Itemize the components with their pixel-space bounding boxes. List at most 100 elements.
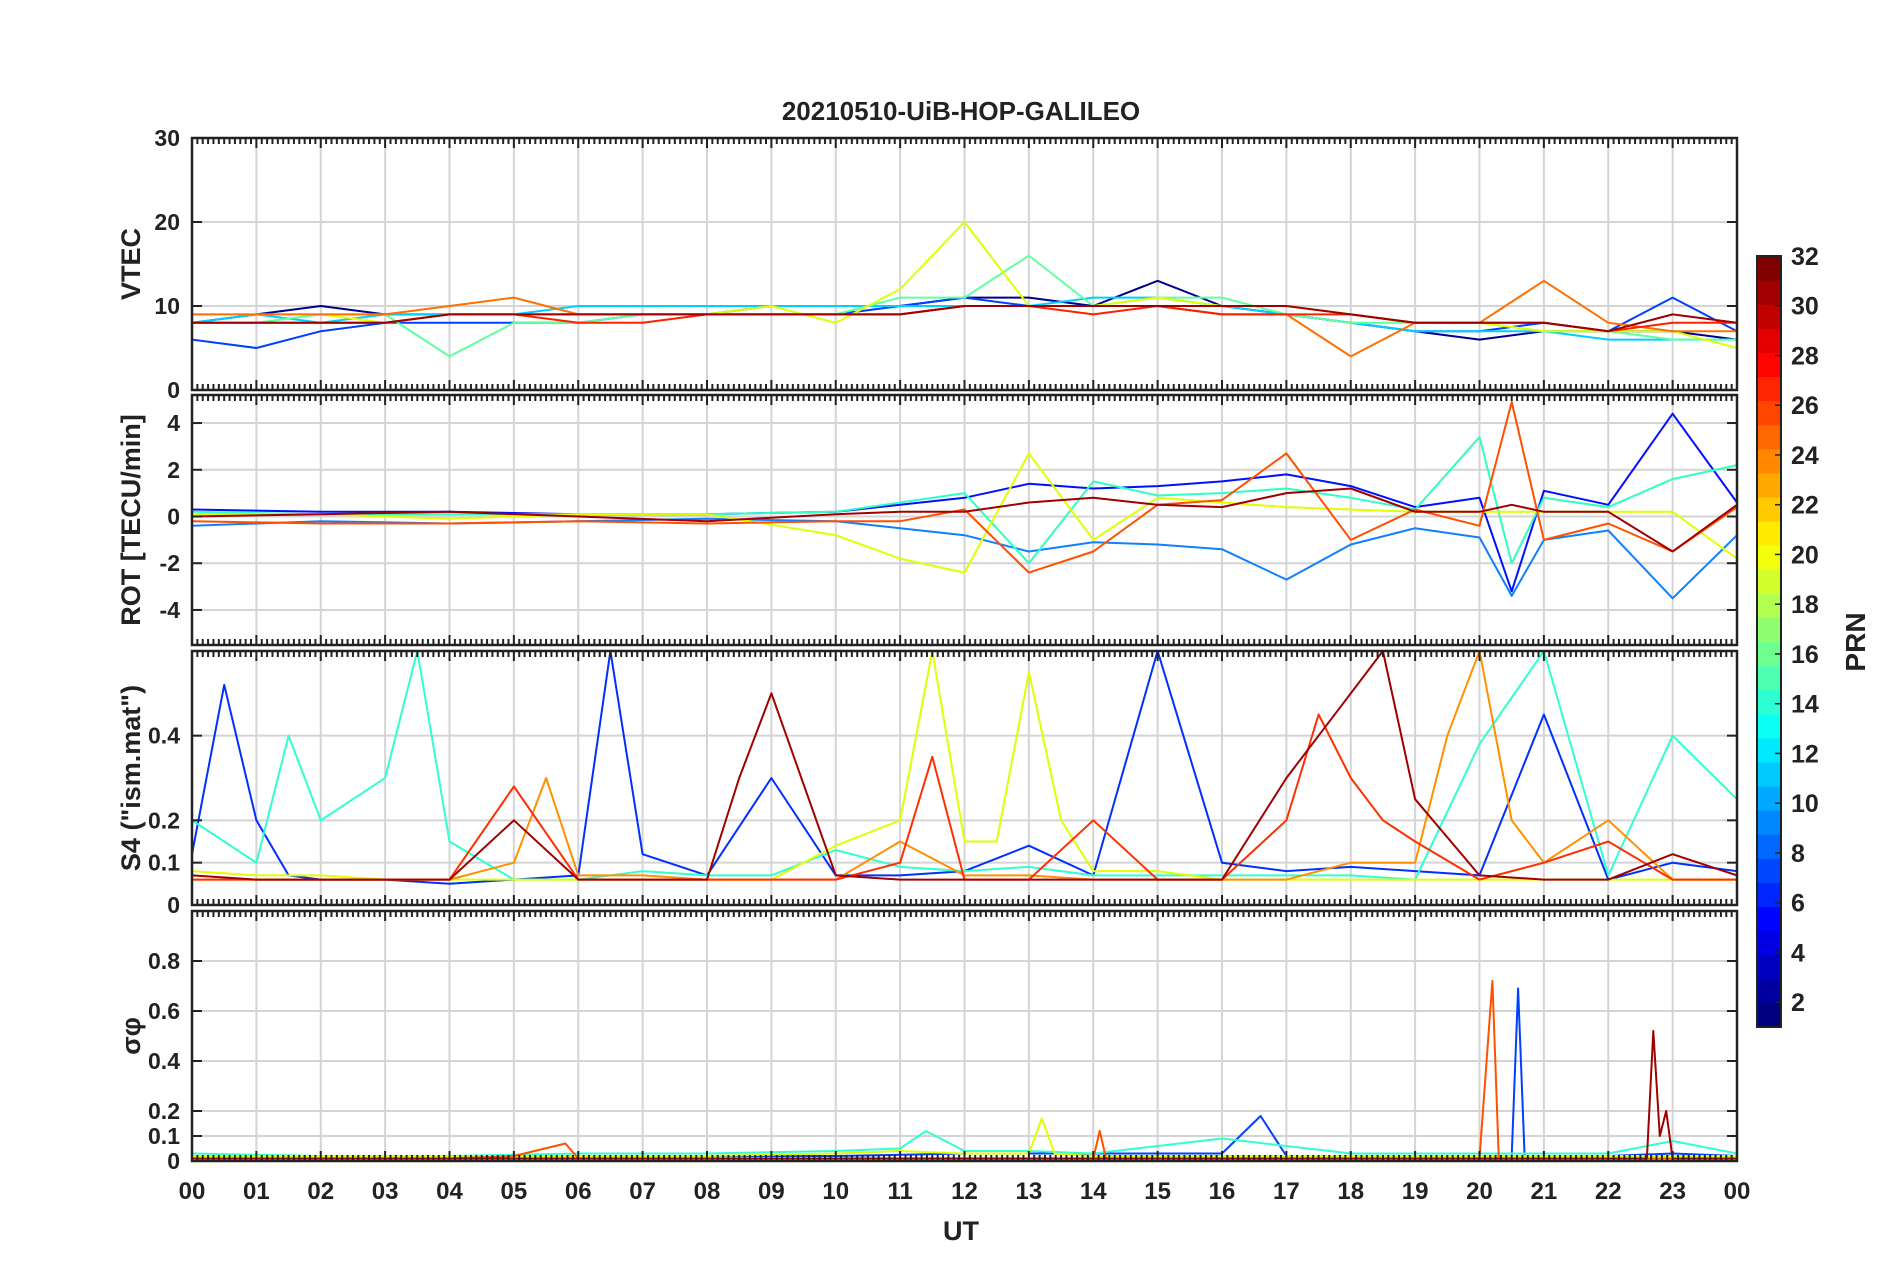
x-tick-label: 00 [1724, 1178, 1751, 1205]
colorbar-swatch [1757, 545, 1781, 570]
subplot-2: -4 -2 0 2 4 ROT [TECU/min] [116, 393, 1739, 647]
y-tick-label: -2 [160, 550, 180, 576]
colorbar-swatch [1757, 424, 1781, 450]
x-tick-label: 17 [1273, 1178, 1300, 1205]
colorbar-swatch [1757, 496, 1781, 522]
colorbar-tick-label: 30 [1791, 293, 1819, 321]
x-tick-label: 16 [1209, 1178, 1236, 1205]
colorbar-swatch [1757, 376, 1781, 402]
colorbar-tick-label: 10 [1791, 790, 1819, 818]
colorbar-swatch [1757, 834, 1781, 859]
x-tick-label: 07 [629, 1178, 656, 1205]
colorbar-swatch [1757, 304, 1781, 329]
series-line-prn-22 [192, 651, 1737, 881]
colorbar-swatch [1757, 930, 1781, 956]
colorbar-swatch [1757, 665, 1781, 691]
colorbar-tick-label: 8 [1791, 840, 1805, 868]
x-tick-label: 12 [951, 1178, 978, 1205]
y-tick-label: 0.1 [148, 1123, 180, 1149]
axes-box [190, 136, 1739, 392]
colorbar-swatch [1757, 954, 1781, 980]
colorbar-swatch [1757, 328, 1781, 353]
y-tick-label: -4 [160, 597, 181, 623]
colorbar-swatch [1757, 713, 1781, 739]
colorbar-swatch [1757, 810, 1781, 835]
y-axis-label: S4 ("ism.mat") [116, 685, 146, 871]
x-tick-label: 13 [1016, 1178, 1043, 1205]
colorbar-tick-label: 6 [1791, 890, 1805, 918]
x-tick-label: 15 [1144, 1178, 1171, 1205]
x-tick-label: 18 [1337, 1178, 1364, 1205]
x-tick-label: 01 [243, 1178, 270, 1205]
y-tick-label: 0.4 [148, 1048, 180, 1074]
colorbar-swatch [1757, 737, 1781, 763]
series-line-prn-31 [192, 487, 1737, 553]
colorbar-swatch [1757, 761, 1781, 787]
y-tick-label: 0 [167, 503, 180, 529]
y-tick-label: 10 [154, 293, 180, 319]
subplot-3: 0 0.1 0.2 0.4S4 ("ism.mat") [116, 649, 1739, 918]
colorbar-swatch [1757, 472, 1781, 498]
x-tick-label: 19 [1402, 1178, 1429, 1205]
x-tick-label: 14 [1080, 1178, 1107, 1205]
colorbar-swatch [1757, 280, 1781, 305]
x-tick-label: 10 [822, 1178, 849, 1205]
grid-lines [192, 395, 1737, 645]
colorbar-tick-label: 4 [1791, 939, 1805, 967]
x-tick-label: 00 [179, 1178, 206, 1205]
y-tick-label: 0.6 [148, 998, 180, 1024]
colorbar-tick-label: 32 [1791, 243, 1819, 271]
subplot-4: 00.10.2 0.4 0.6 0.8 σφ [116, 909, 1739, 1174]
y-tick-label: 0.1 [148, 850, 180, 876]
colorbar-frame [1756, 255, 1782, 1028]
colorbar-swatch [1757, 617, 1781, 643]
colorbar-swatch [1757, 1002, 1781, 1028]
colorbar-swatch [1757, 569, 1781, 594]
y-axis-label: VTEC [116, 228, 146, 300]
colorbar-swatch [1757, 256, 1781, 281]
series-line-prn-25 [192, 980, 1737, 1160]
x-tick-label: 04 [436, 1178, 463, 1205]
colorbar-swatch [1757, 593, 1781, 618]
colorbar-label: PRN [1840, 612, 1871, 671]
colorbar-tick-label: 20 [1791, 541, 1819, 569]
colorbar-swatch [1757, 521, 1781, 546]
x-tick-label: 21 [1531, 1178, 1558, 1205]
colorbar-tick-label: 28 [1791, 342, 1819, 370]
x-tick-label: 20 [1466, 1178, 1493, 1205]
colorbar-tick-label: 18 [1791, 591, 1819, 619]
x-tick-label: 08 [694, 1178, 721, 1205]
series-group [192, 651, 1737, 885]
colorbar-swatch [1757, 858, 1781, 884]
series-group [192, 401, 1737, 600]
series-line-prn-9 [192, 517, 1737, 600]
colorbar-swatch [1757, 689, 1781, 715]
y-tick-label: 20 [154, 209, 180, 235]
grid-lines [192, 911, 1737, 1162]
x-tick-label: 22 [1595, 1178, 1622, 1205]
colorbar-tick-label: 22 [1791, 492, 1819, 520]
colorbar-swatch [1757, 978, 1781, 1004]
axes-box [190, 909, 1739, 1163]
axes-box [190, 649, 1739, 907]
y-tick-label: 30 [154, 125, 180, 151]
x-tick-label: 03 [372, 1178, 399, 1205]
y-tick-label: 0.8 [148, 948, 180, 974]
y-tick-label: 0.2 [148, 1098, 180, 1124]
colorbar-swatch [1757, 400, 1781, 426]
series-line-prn-19 [192, 651, 1737, 881]
y-tick-label: 4 [167, 410, 180, 436]
grid-lines [192, 137, 1737, 391]
x-axis-label: UT [943, 1216, 979, 1246]
x-tick-label: 02 [307, 1178, 334, 1205]
colorbar-swatch [1757, 906, 1781, 932]
x-tick-label: 06 [565, 1178, 592, 1205]
y-tick-label: 0 [167, 1148, 180, 1174]
y-tick-label: 0.2 [148, 807, 180, 833]
series-line-prn-19 [192, 452, 1737, 574]
y-axis-label: ROT [TECU/min] [116, 414, 146, 625]
series-line-prn-13 [192, 651, 1737, 881]
colorbar-tick-label: 24 [1791, 442, 1819, 470]
